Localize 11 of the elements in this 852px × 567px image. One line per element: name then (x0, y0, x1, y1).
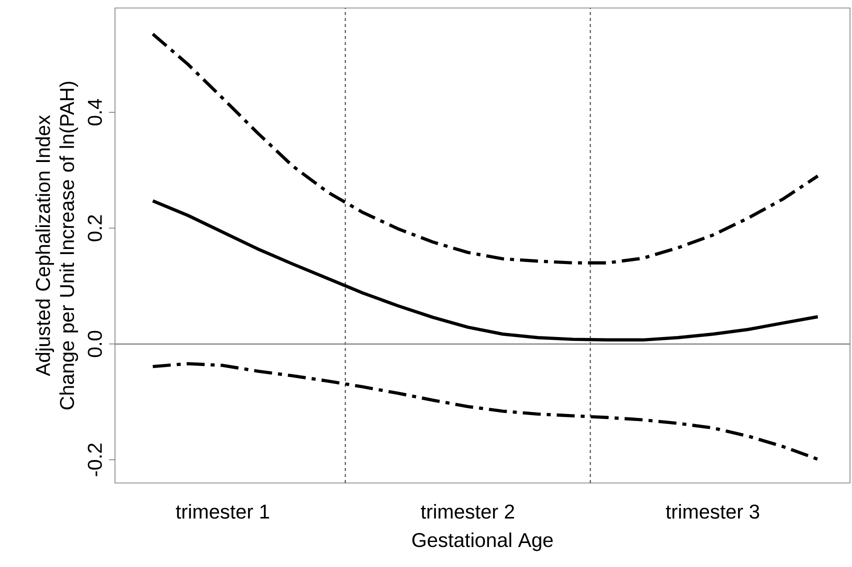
x-axis-title: Gestational Age (412, 532, 553, 552)
y-tick-label: 0.2 (88, 215, 102, 242)
line-series (151, 362, 820, 461)
x-tick-label: trimester 3 (666, 504, 760, 519)
y-axis-title: Adjusted Cephalization Index Change per Unit Increase of ln(PAH) (35, 82, 78, 410)
x-tick-label: trimester 2 (420, 504, 514, 519)
line-series (151, 32, 820, 264)
x-tick-label: trimester 1 (176, 504, 270, 519)
y-tick-label: 0.0 (88, 330, 102, 358)
y-tick-label: 0.4 (88, 98, 102, 126)
y-tick-label: -0.2 (88, 444, 102, 476)
